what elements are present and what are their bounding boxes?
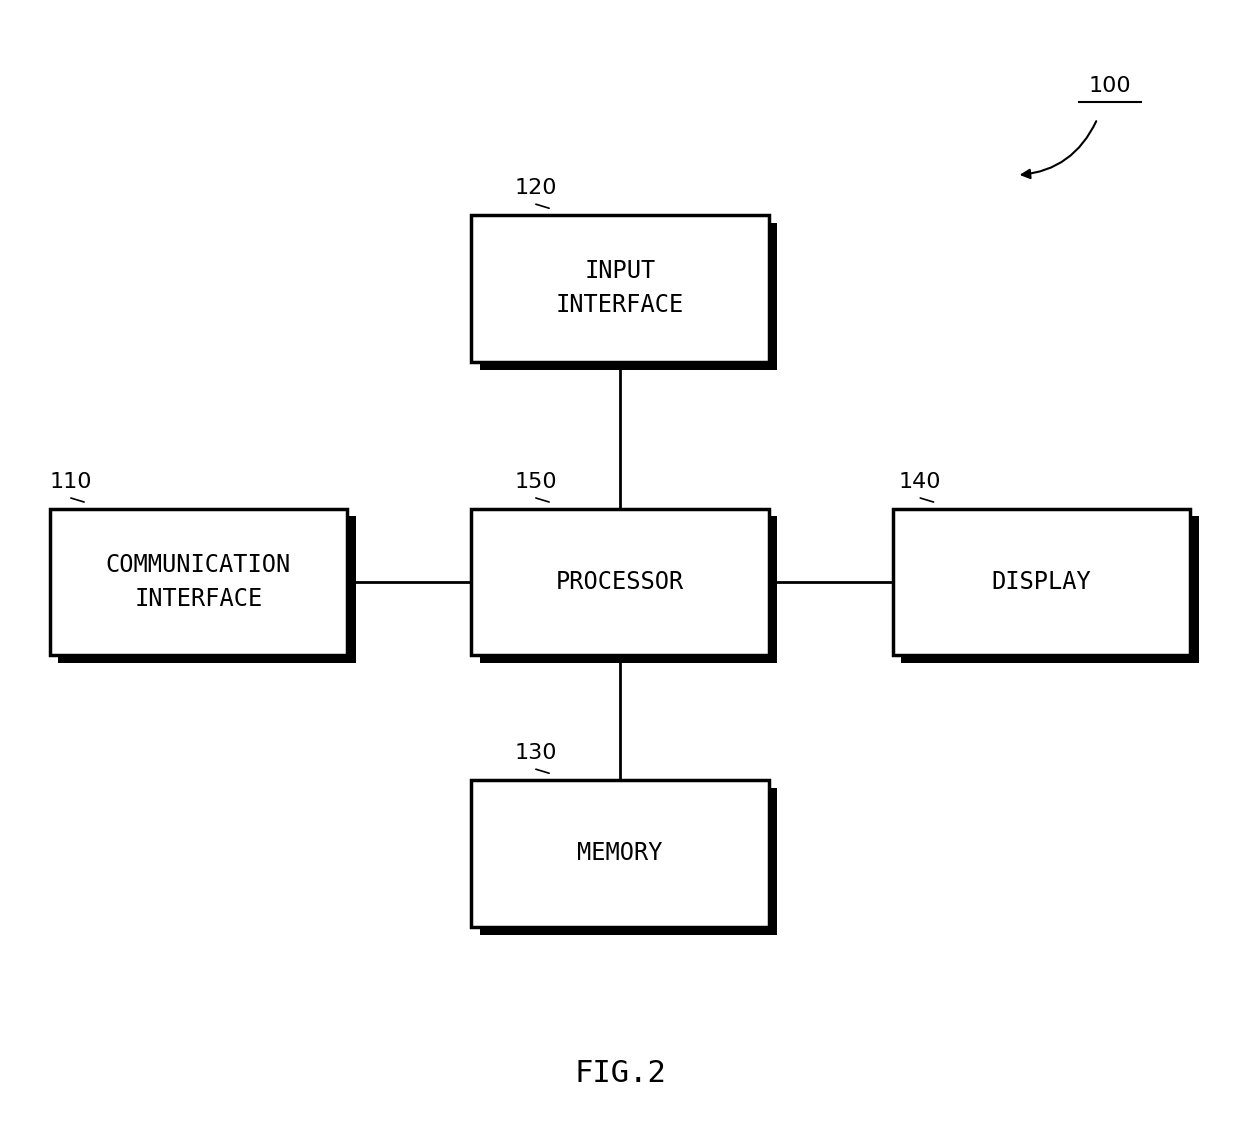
Bar [471,508,769,655]
Bar [480,223,777,370]
Text: 110: 110 [50,471,92,492]
Text: 120: 120 [515,177,557,198]
Text: COMMUNICATION
INTERFACE: COMMUNICATION INTERFACE [105,554,291,610]
Text: 150: 150 [515,471,557,492]
Text: 100: 100 [1089,76,1131,96]
Text: 140: 140 [899,471,941,492]
Bar [471,215,769,362]
Bar [471,780,769,927]
Bar [480,516,777,663]
Text: FIG.2: FIG.2 [574,1059,666,1088]
Text: DISPLAY: DISPLAY [992,570,1091,594]
Text: INPUT
INTERFACE: INPUT INTERFACE [556,260,684,316]
Bar [893,508,1190,655]
Text: 130: 130 [515,742,557,763]
Bar [480,788,777,935]
Bar [58,516,356,663]
Bar [901,516,1199,663]
Bar [50,508,347,655]
Text: MEMORY: MEMORY [578,841,662,866]
Text: PROCESSOR: PROCESSOR [556,570,684,594]
